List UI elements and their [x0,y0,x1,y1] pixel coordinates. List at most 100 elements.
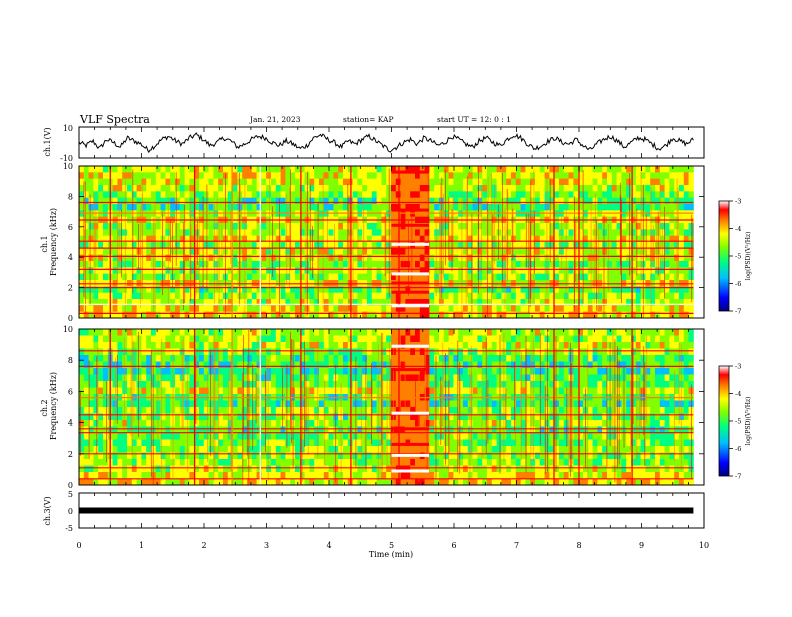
ch2-spec-cell [281,329,286,336]
ch1-spec-cell [137,204,142,211]
ch1-spec-cell [559,179,564,186]
ch2-spec-cell [593,388,598,395]
ch1-spec-cell [276,191,281,198]
ch1-spec-cell [583,274,588,281]
ch1-spec-cell [597,204,602,211]
ch1-spec-cell [281,229,286,236]
ch1-spec-cell [199,179,204,186]
ch2-spec-cell [405,381,410,388]
ch1-spec-cell [199,305,204,312]
ch1-spec-cell [122,293,127,300]
ch2-spec-cell [237,388,242,395]
ch1-spec-cell [381,312,386,319]
ch2-spec-cell [458,342,463,349]
ch2-spec-cell [170,342,175,349]
ch1-spec-cell [204,204,209,211]
ch1-spec-cell [482,248,487,255]
ch1-spec-cell [285,166,290,173]
ch1-spec-cell [473,293,478,300]
ch2-spec-cell [285,362,290,369]
ch1-spec-cell [103,274,108,281]
ch2-spec-cell [261,329,266,336]
ch1-spec-cell [367,179,372,186]
ch1-spec-cell [516,293,521,300]
ch1-spec-cell [521,179,526,186]
ch1-spec-cell [645,166,650,173]
ch1-spec-cell [89,293,94,300]
ch1-spec-burst-line [392,209,430,212]
ch2-spec-cell [439,362,444,369]
ch1-spec-cell [137,166,142,173]
ch2-spec-cell [175,368,180,375]
ch2-spec-cell [261,349,266,356]
ch2-spec-cell [645,342,650,349]
ch2-spec-cell [170,336,175,343]
ch1-spec-cell [525,312,530,319]
ch1-spec-cell [261,223,266,230]
ch1-spec-cell [175,198,180,205]
ch1-spec-cell [405,248,410,255]
ch2-spec-cell [165,388,170,395]
ch1-spec-cell [137,223,142,230]
ch1-spec-cell [497,274,502,281]
ch1-spec-cell [367,229,372,236]
ch1-spec-cell [266,267,271,274]
ch1-spec-cell [588,312,593,319]
ch1-spec-cell [247,229,252,236]
ch1-spec-cell [463,305,468,312]
ch2-spec-cell [636,349,641,356]
ch2-spec-cell [137,355,142,362]
ch1-spec-cell [497,172,502,179]
ch1-spec-cell [593,293,598,300]
ch2-spec-cell [305,362,310,369]
ch1-spec-cell [170,293,175,300]
ch1-spec-cell [521,248,526,255]
ch1-spec-cell [386,191,391,198]
ch1-spec-cell [679,248,684,255]
ch1-spec-cell [453,172,458,179]
ch1-spec-cell [516,185,521,192]
ch1-spec-cell [386,166,391,173]
ch1-spec-cell [540,223,545,230]
ch1-spec-cell [180,293,185,300]
ch2-spec-cell [295,368,300,375]
ch1-spec-cell [329,191,334,198]
ch1-spec-cell [357,179,362,186]
ch1-spec-cell [386,179,391,186]
ch1-spec-cell [357,198,362,205]
ch1-spec-cell [607,204,612,211]
ch1-spec-cell [415,255,420,262]
ch1-spec-cell [540,185,545,192]
ch1-spec-cell [593,312,598,319]
ch1-spec-cell [602,274,607,281]
ch1-spec-cell [401,229,406,236]
ch2-spec-cell [189,355,194,362]
ch1-spec-cell [449,267,454,274]
ch2-spec-cell [521,336,526,343]
ch2-spec-cell [564,368,569,375]
ch2-spec-cell [554,349,559,356]
ch2-spec-cell [386,349,391,356]
ch2-spec-cell [127,368,132,375]
ch1-spec-cell [89,191,94,198]
ch2-spec-cell [146,349,151,356]
ch2-spec-cell [641,349,646,356]
ch2-spec-cell [204,342,209,349]
ch2-spec-cell [660,381,665,388]
ch1-spec-cell [497,267,502,274]
ch1-spec-cell [314,267,319,274]
ch2-spec-cell [449,355,454,362]
ch1-spec-cell [84,248,89,255]
ch1-spec-cell [338,305,343,312]
ch2-spec-cell [377,336,382,343]
ch2-spec-cell [257,401,262,408]
ch1-spec-cell [276,179,281,186]
ch1-spec-cell [357,274,362,281]
ch2-spec-cell [117,362,122,369]
ch2-spec-cell [146,407,151,414]
ch2-spec-cell [573,381,578,388]
ch1-spec-cell [621,229,626,236]
ch2-spec-cell [271,388,276,395]
ch2-spec-cell [343,362,348,369]
